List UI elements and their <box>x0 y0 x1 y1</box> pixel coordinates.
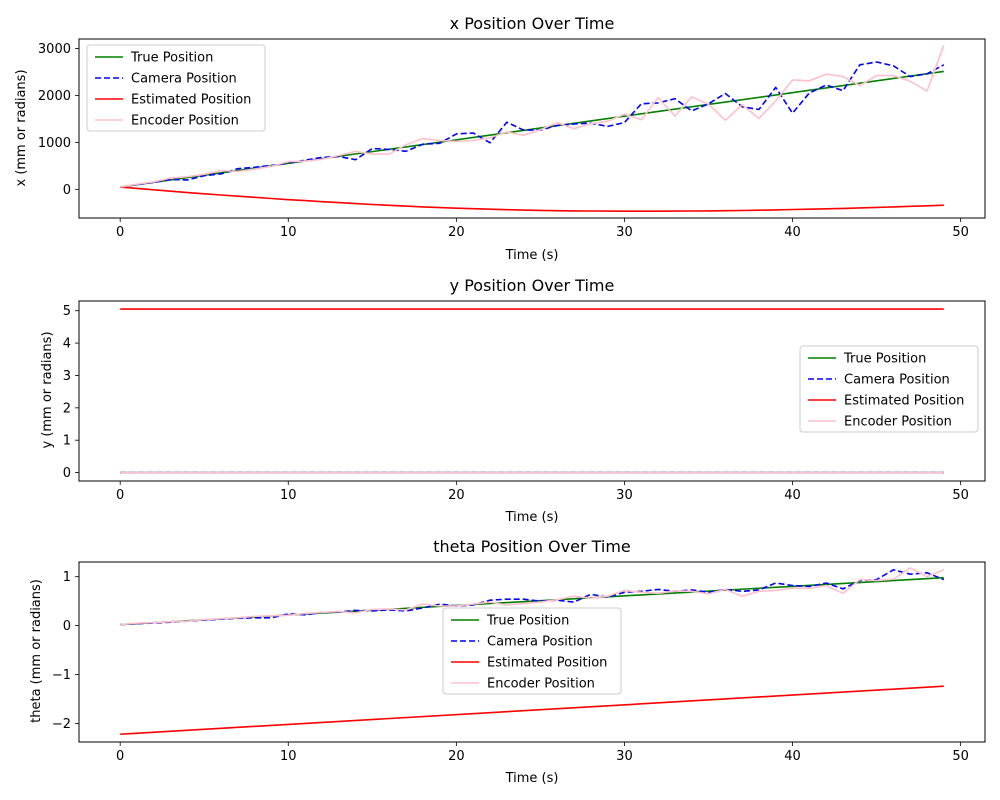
x-tick-label: 30 <box>616 488 633 503</box>
legend-label: Encoder Position <box>131 114 239 129</box>
legend-label: Estimated Position <box>487 656 607 671</box>
legend-frame <box>442 607 622 695</box>
x-axis-label: Time (s) <box>505 771 559 786</box>
x-tick-label: 40 <box>784 488 801 503</box>
y-tick-label: 0 <box>63 466 71 481</box>
x-tick-label: 10 <box>280 749 297 764</box>
y-tick-label: 0 <box>63 183 71 198</box>
series-line-encoder-position <box>120 44 945 188</box>
x-tick-label: 10 <box>280 488 297 503</box>
legend-label: Estimated Position <box>131 93 251 108</box>
x-tick-label: 50 <box>952 488 969 503</box>
x-tick-label: 0 <box>116 749 124 764</box>
plot-frame <box>78 38 986 219</box>
series-line-encoder-position <box>120 567 945 626</box>
chart-title: y Position Over Time <box>450 276 615 295</box>
legend-label: Estimated Position <box>844 394 964 409</box>
series-lines <box>120 308 944 474</box>
legend-label: True Position <box>130 51 213 66</box>
legend-label: True Position <box>843 352 926 367</box>
y-tick-label: 2 <box>63 401 71 416</box>
legend-frame <box>799 345 979 433</box>
x-tick-label: 50 <box>952 225 969 240</box>
x-tick-label: 0 <box>116 225 124 240</box>
legend: True Position Camera Position Estimated Po… <box>86 44 266 132</box>
legend: True Position Camera Position Estimated Po… <box>799 345 979 433</box>
y-axis-label: theta (mm or radians) <box>29 579 44 723</box>
x-axis-label: Time (s) <box>505 510 559 525</box>
legend-label: Encoder Position <box>844 415 952 430</box>
y-tick-label: −1 <box>52 668 71 683</box>
chart-title: theta Position Over Time <box>433 537 631 556</box>
x-tick-label: 40 <box>784 225 801 240</box>
y-axis-label: y (mm or radians) <box>40 331 55 448</box>
y-tick-label: 5 <box>63 304 71 319</box>
y-position-chart: y Position Over Time Time (s) y (mm or r… <box>40 276 986 525</box>
legend-label: Camera Position <box>844 373 950 388</box>
y-tick-label: 1000 <box>38 136 71 151</box>
x-tick-label: 20 <box>448 749 465 764</box>
y-tick-label: 3 <box>63 369 71 384</box>
series-lines <box>120 567 945 735</box>
theta-position-chart: theta Position Over Time Time (s) theta … <box>29 537 986 786</box>
legend-frame <box>86 44 266 132</box>
series-line-camera-position <box>120 568 945 626</box>
y-tick-label: 2000 <box>38 89 71 104</box>
x-tick-label: 10 <box>280 225 297 240</box>
x-tick-label: 20 <box>448 225 465 240</box>
x-tick-label: 0 <box>116 488 124 503</box>
legend-label: Encoder Position <box>487 677 595 692</box>
chart-title: x Position Over Time <box>450 14 615 33</box>
y-tick-label: −2 <box>52 717 71 732</box>
y-tick-label: 1 <box>63 434 71 449</box>
x-tick-label: 40 <box>784 749 801 764</box>
x-axis-label: Time (s) <box>505 248 559 263</box>
y-tick-label: 1 <box>63 570 71 585</box>
plot-frame <box>78 561 986 743</box>
y-tick-label: 4 <box>63 337 71 352</box>
series-line-estimated-position <box>120 186 944 212</box>
x-tick-label: 30 <box>616 225 633 240</box>
legend-label: Camera Position <box>131 72 237 87</box>
series-line-camera-position <box>120 61 945 188</box>
x-tick-label: 30 <box>616 749 633 764</box>
x-tick-label: 50 <box>952 749 969 764</box>
legend-label: True Position <box>486 614 569 629</box>
x-position-chart: x Position Over Time Time (s) x (mm or r… <box>14 14 986 263</box>
y-axis-label: x (mm or radians) <box>14 69 29 186</box>
y-tick-label: 3000 <box>38 42 71 57</box>
series-line-estimated-position <box>120 685 944 735</box>
legend: True Position Camera Position Estimated Po… <box>442 607 622 695</box>
y-tick-label: 0 <box>63 619 71 634</box>
series-lines <box>120 44 945 212</box>
x-tick-label: 20 <box>448 488 465 503</box>
legend-label: Camera Position <box>487 635 593 650</box>
plot-frame <box>78 300 986 482</box>
